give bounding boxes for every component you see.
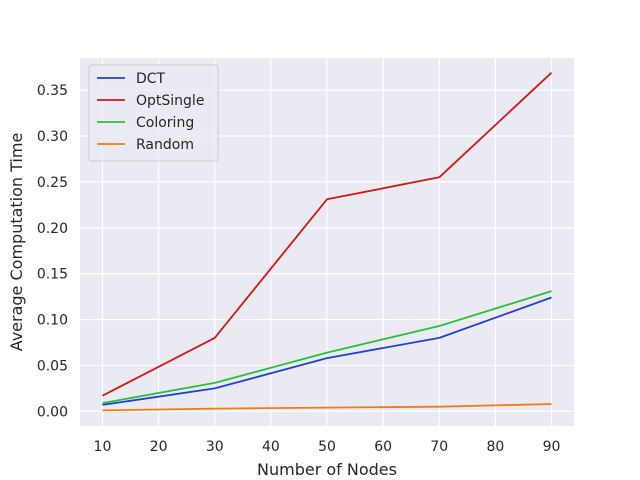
legend-label: OptSingle — [136, 93, 204, 109]
x-tick-label: 40 — [262, 439, 280, 455]
y-tick-label: 0.10 — [37, 313, 68, 329]
y-tick-label: 0.20 — [37, 221, 68, 237]
y-tick-label: 0.05 — [37, 358, 68, 374]
legend-label: Random — [136, 137, 194, 153]
series-line-optsingle — [102, 72, 553, 397]
y-tick-label: 0.00 — [37, 404, 68, 420]
legend-box — [88, 64, 219, 162]
x-tick-labels: 10 20 30 40 50 60 70 80 90 — [94, 439, 561, 455]
x-tick-label: 50 — [318, 439, 336, 455]
y-axis-label: Average Computation Time — [7, 133, 26, 352]
series-line-dct — [102, 296, 552, 406]
series-lines — [102, 72, 553, 412]
x-tick-label: 80 — [486, 439, 504, 455]
series-line-coloring — [102, 290, 552, 404]
x-axis-label: Number of Nodes — [257, 460, 397, 479]
x-tick-label: 10 — [94, 439, 112, 455]
x-tick-label: 90 — [543, 439, 561, 455]
x-tick-label: 20 — [150, 439, 168, 455]
legend: DCT OptSingle Coloring Random — [88, 64, 219, 162]
y-tick-label: 0.30 — [37, 129, 68, 145]
y-tick-label: 0.25 — [37, 175, 68, 191]
x-tick-label: 60 — [374, 439, 392, 455]
legend-label: DCT — [136, 71, 166, 87]
x-tick-label: 30 — [206, 439, 224, 455]
legend-label: Coloring — [136, 115, 194, 131]
y-tick-label: 0.15 — [37, 267, 68, 283]
y-tick-label: 0.35 — [37, 83, 68, 99]
x-tick-label: 70 — [430, 439, 448, 455]
series-line-random — [102, 403, 552, 412]
y-tick-labels: 0.00 0.05 0.10 0.15 0.20 0.25 0.30 0.35 — [37, 83, 68, 420]
